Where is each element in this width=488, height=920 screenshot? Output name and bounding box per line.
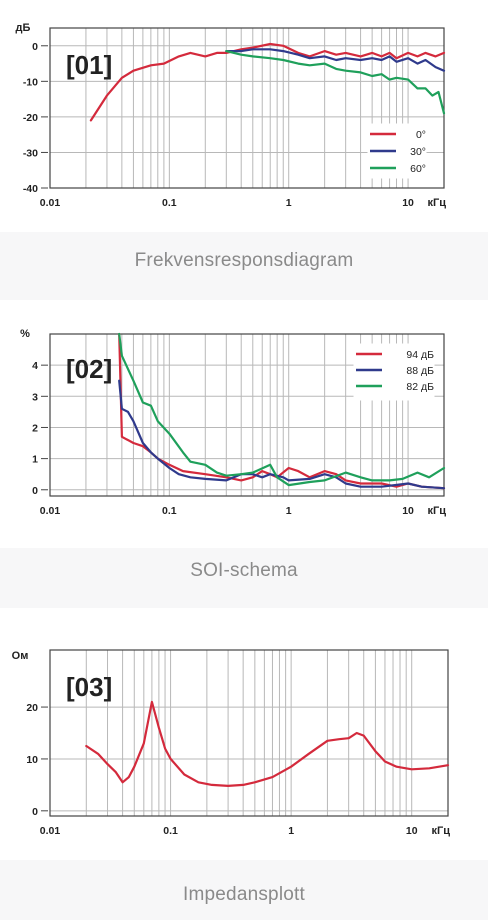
chart-card: 0 -10 -20 -30 -40 0.01 0.1 1 10 дБ кГц [01] 0° 30° 60° (0, 0, 488, 232)
series-line-2 (118, 379, 446, 490)
plot-frame (49, 649, 449, 817)
y-tick-label: -30 (23, 147, 38, 159)
y-tick-label: 10 (26, 754, 38, 766)
x-tick-label: 10 (402, 197, 414, 209)
chart-panel-3: 20 10 0 0.01 0.1 1 10 Ом кГц [03] Impedansplott (0, 628, 488, 920)
legend: 94 дБ 88 дБ 82 дБ (353, 343, 435, 401)
chart-number-badge: [01] (66, 50, 112, 80)
series-line-1 (85, 700, 450, 787)
y-axis-label: дБ (16, 22, 31, 34)
x-tick-label: 0.1 (162, 505, 177, 517)
y-tick-label: 1 (32, 454, 38, 466)
plot-frame (49, 27, 445, 189)
x-tick-label: 0.1 (162, 197, 177, 209)
legend-label: 82 дБ (406, 381, 434, 393)
x-tick-label: 0.1 (163, 825, 178, 837)
chart-card: 20 10 0 0.01 0.1 1 10 Ом кГц [03] (0, 628, 488, 860)
chart-card: 4 3 2 1 0 0.01 0.1 1 10% кГц [02] 94 дБ 88 дБ 82 дБ (0, 306, 488, 548)
x-tick-label: 1 (286, 197, 292, 209)
y-tick-label: 0 (32, 41, 38, 53)
chart-caption: Impedansplott (183, 884, 305, 905)
chart-svg: 20 10 00.01 0.1 1 10 Ом кГц [03] (12, 649, 450, 837)
x-tick-label: 1 (286, 505, 292, 517)
chart-number-badge: [02] (66, 354, 112, 384)
series-line-2 (225, 48, 446, 72)
x-tick-label: 0.01 (40, 825, 61, 837)
y-tick-label: 4 (32, 360, 38, 372)
chart-number-badge: [03] (66, 672, 112, 702)
x-tick-label: 0.01 (40, 197, 61, 209)
chart-caption: SOI-schema (190, 560, 298, 581)
y-tick-label: 3 (32, 391, 38, 403)
series-line-1 (89, 42, 446, 122)
series-line-3 (225, 50, 446, 115)
legend-label: 60° (410, 163, 426, 175)
series-line-3 (118, 332, 446, 487)
y-tick-label: -20 (23, 112, 38, 124)
y-tick-label: 0 (32, 806, 38, 818)
y-axis-label: % (20, 328, 30, 340)
x-tick-label: 1 (288, 825, 294, 837)
y-tick-label: 20 (26, 702, 38, 714)
y-tick-label: -40 (23, 183, 38, 195)
x-axis-label: кГц (431, 825, 450, 837)
x-axis-label: кГц (427, 197, 446, 209)
x-tick-label: 10 (402, 505, 414, 517)
chart-svg: 0 -10 -20 -30 -400.01 0.1 1 10 дБ кГц [01] 0° 30° 60° (16, 22, 447, 209)
x-tick-label: 0.01 (40, 505, 61, 517)
y-tick-label: -10 (23, 76, 38, 88)
legend-label: 88 дБ (406, 365, 434, 377)
chart-panel-1: 0 -10 -20 -30 -40 0.01 0.1 1 10 дБ кГц [01] 0° 30° 60°… (0, 0, 488, 300)
legend-label: 94 дБ (406, 349, 434, 361)
plot-frame (49, 333, 445, 497)
y-tick-label: 0 (32, 485, 38, 497)
y-axis-label: Ом (12, 650, 29, 662)
legend: 0° 30° 60° (367, 123, 427, 179)
x-tick-label: 10 (406, 825, 418, 837)
y-tick-label: 2 (32, 422, 38, 434)
legend-label: 0° (416, 129, 426, 141)
x-axis-label: кГц (427, 505, 446, 517)
chart-caption: Frekvensresponsdiagram (134, 250, 354, 271)
chart-panel-2: 4 3 2 1 0 0.01 0.1 1 10% кГц [02] 94 дБ 88 дБ 82 дБ SO… (0, 306, 488, 608)
grid (50, 650, 448, 816)
legend-label: 30° (410, 146, 426, 158)
